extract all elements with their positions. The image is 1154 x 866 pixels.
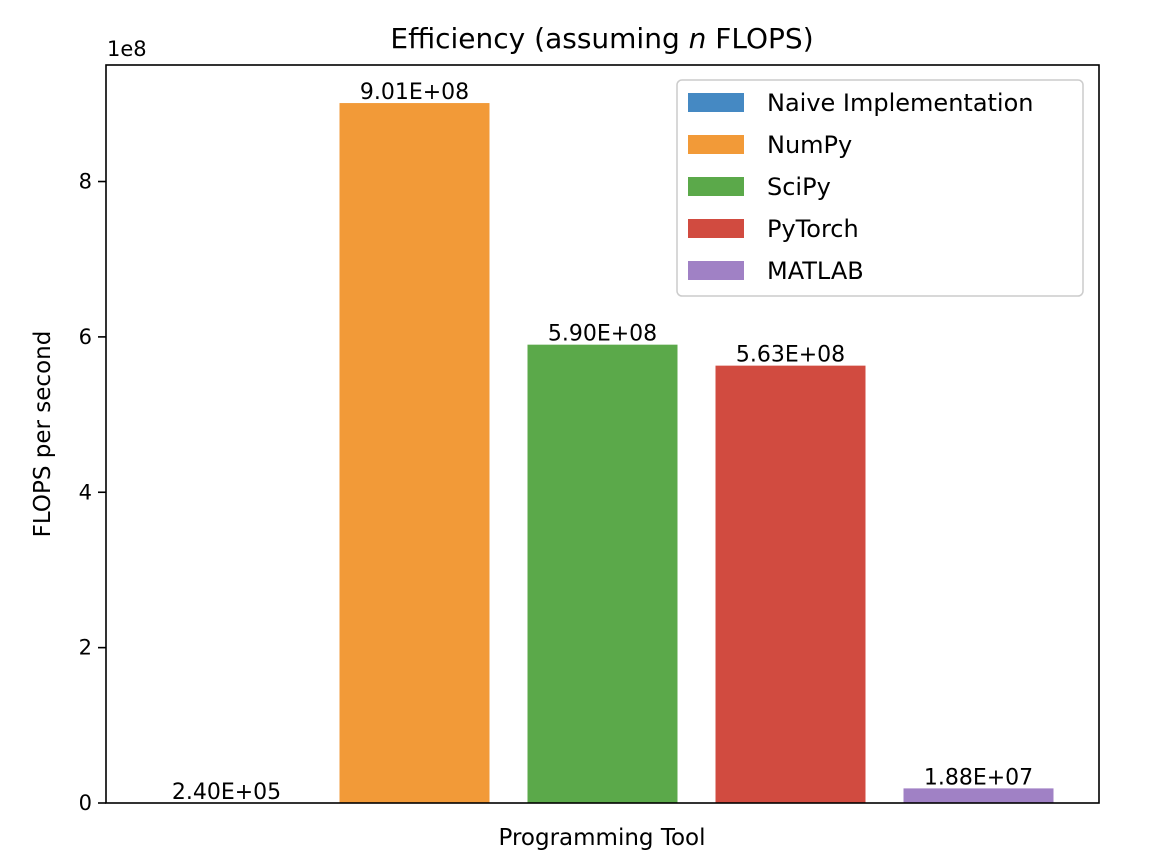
y-tick-label: 0 (79, 791, 92, 815)
legend-entry: MATLAB (767, 257, 864, 285)
y-tick-label: 2 (79, 636, 92, 660)
y-tick-label: 6 (79, 325, 92, 349)
bar-numpy (339, 103, 490, 804)
legend-swatch (688, 261, 744, 280)
data-label-numpy: 9.01E+08 (360, 80, 469, 105)
legend-entry: Naive Implementation (767, 89, 1034, 117)
plot-frame (105, 64, 1100, 804)
bars-group (151, 103, 1054, 804)
data-label-matlab: 1.88E+07 (924, 765, 1033, 790)
legend-entry: NumPy (767, 131, 852, 159)
legend-swatch (688, 177, 744, 196)
bar-pytorch (715, 365, 866, 803)
data-label-scipy: 5.90E+08 (548, 322, 657, 347)
bar-scipy (527, 344, 678, 803)
chart-title: Efficiency (assuming n FLOPS) (390, 22, 813, 55)
data-label-naive-implementation: 2.40E+05 (172, 780, 281, 805)
y-tick-label: 8 (79, 170, 92, 194)
data-label-pytorch: 5.63E+08 (736, 343, 845, 368)
data-labels-group: 2.40E+05 9.01E+08 5.90E+08 5.63E+08 1.88E+07 (172, 80, 1033, 805)
y-axis-ticks: 0 2 4 6 8 (79, 170, 106, 815)
y-tick-label: 4 (79, 480, 92, 504)
x-axis-label: Programming Tool (499, 825, 706, 851)
bar-matlab (903, 788, 1054, 803)
legend-swatch (688, 93, 744, 112)
legend: Naive Implementation NumPy SciPy PyTorch MAT… (676, 79, 1084, 297)
y-axis-label: FLOPS per second (30, 331, 56, 538)
y-axis-offset-label: 1e8 (107, 37, 147, 61)
legend-entry: PyTorch (767, 215, 859, 243)
legend-entry: SciPy (767, 173, 831, 201)
legend-swatch (688, 219, 744, 238)
legend-box (676, 79, 1084, 297)
legend-swatch (688, 135, 744, 154)
